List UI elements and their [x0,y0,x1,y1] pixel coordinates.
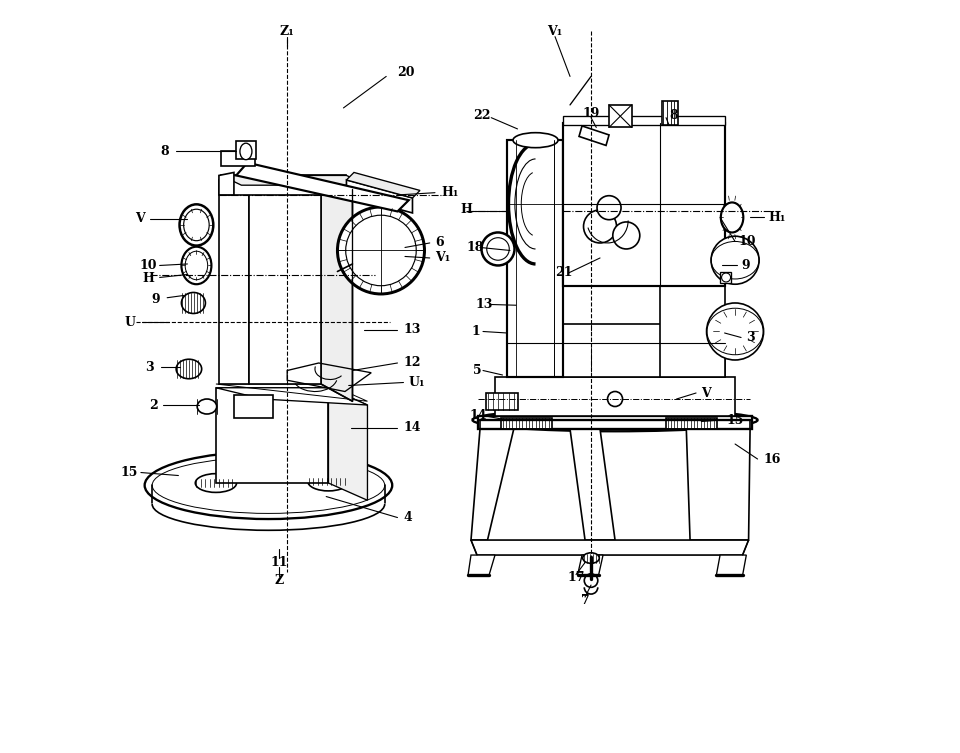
Polygon shape [507,324,725,376]
Polygon shape [660,286,725,376]
Text: V: V [702,386,711,400]
Polygon shape [347,172,420,198]
Ellipse shape [176,359,202,379]
Ellipse shape [181,247,211,284]
Polygon shape [507,140,563,376]
Text: U₁: U₁ [409,376,425,389]
Text: H₁: H₁ [768,211,785,224]
Ellipse shape [513,133,558,148]
Polygon shape [578,555,603,575]
Text: 3: 3 [146,361,155,374]
Polygon shape [570,429,615,540]
Bar [661,101,678,125]
Circle shape [612,222,639,249]
Text: 6: 6 [435,236,444,249]
Text: Z₁: Z₁ [279,25,295,38]
Text: 16: 16 [763,453,780,465]
Text: 5: 5 [472,364,481,377]
Polygon shape [249,180,321,384]
Text: 14: 14 [469,409,488,422]
Text: 21: 21 [555,267,573,279]
Polygon shape [219,172,234,195]
Polygon shape [219,180,249,384]
Text: 19: 19 [583,108,600,120]
Ellipse shape [180,204,213,245]
Bar [666,418,717,429]
Polygon shape [686,429,750,540]
Polygon shape [221,151,255,166]
Text: Z: Z [275,574,283,587]
Text: 8: 8 [669,109,678,122]
Polygon shape [579,126,609,145]
Text: 15: 15 [120,466,137,479]
Polygon shape [347,180,413,213]
Ellipse shape [254,460,282,477]
Circle shape [482,233,515,266]
Text: 13: 13 [403,324,420,337]
Circle shape [585,574,598,587]
Text: 3: 3 [746,331,755,344]
Text: V₁: V₁ [435,252,450,264]
Text: U: U [125,316,136,329]
Ellipse shape [145,452,393,519]
Circle shape [711,236,759,284]
Bar [478,416,753,429]
Text: 11: 11 [270,556,288,569]
Ellipse shape [308,472,349,491]
Text: 2: 2 [149,398,158,411]
Polygon shape [221,175,368,185]
Bar [720,273,732,282]
Ellipse shape [583,553,599,563]
Text: 8: 8 [160,145,169,158]
Circle shape [338,207,424,294]
Polygon shape [321,180,352,401]
Text: 10: 10 [139,259,157,272]
Ellipse shape [721,203,743,233]
Polygon shape [328,388,368,500]
Ellipse shape [181,292,205,313]
Ellipse shape [195,474,236,492]
Ellipse shape [240,143,252,160]
Bar [495,376,735,416]
Bar [236,141,255,159]
Polygon shape [471,540,749,555]
Text: 12: 12 [403,356,421,370]
Text: 18: 18 [467,241,484,254]
Polygon shape [221,175,347,195]
Bar [234,395,273,418]
Text: 9: 9 [741,259,750,272]
Text: 22: 22 [472,109,491,122]
Text: 20: 20 [397,66,415,79]
Bar [609,105,632,127]
Text: 17: 17 [567,571,585,584]
Text: 14: 14 [403,421,421,434]
Text: V: V [135,212,145,225]
Polygon shape [216,388,328,483]
Bar [563,116,725,125]
Text: V₁: V₁ [547,25,563,38]
Polygon shape [216,388,368,405]
Circle shape [597,196,621,220]
Text: 7: 7 [581,593,589,607]
Bar [486,393,517,410]
Circle shape [707,303,763,360]
Polygon shape [468,555,495,575]
Text: 10: 10 [739,235,756,248]
Ellipse shape [472,409,757,431]
Polygon shape [236,163,409,212]
Text: 9: 9 [152,294,160,306]
Text: 4: 4 [403,511,412,524]
Text: 1: 1 [472,325,481,338]
Text: H₁: H₁ [441,186,458,200]
Text: 15: 15 [726,413,743,426]
Text: H: H [142,273,155,285]
Text: 13: 13 [475,298,492,311]
Ellipse shape [197,399,217,414]
Polygon shape [471,429,514,540]
Bar [501,418,552,429]
Polygon shape [563,123,725,286]
Circle shape [584,210,616,243]
Text: H: H [461,203,472,216]
Polygon shape [716,555,746,575]
